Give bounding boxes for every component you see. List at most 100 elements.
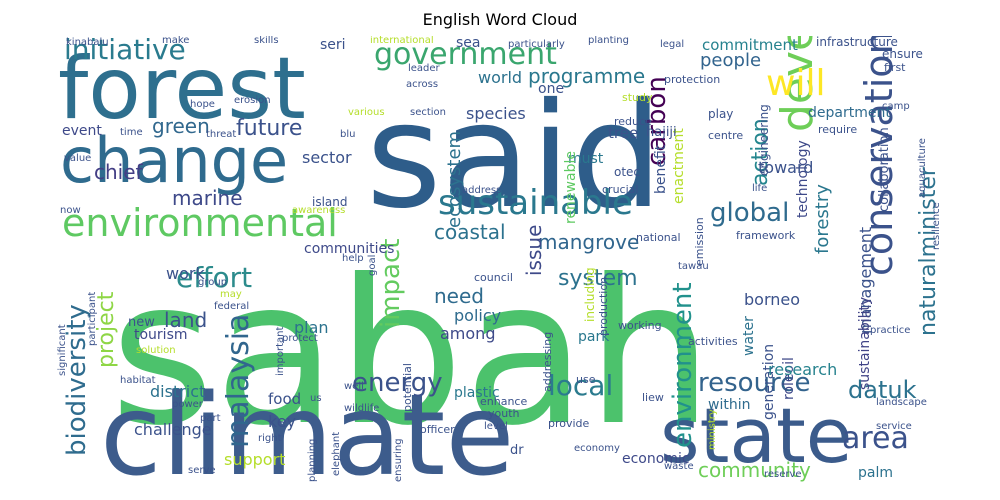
word: planting — [588, 36, 629, 46]
word: challenge — [134, 420, 212, 439]
word: right — [258, 433, 282, 444]
word: level — [484, 421, 508, 432]
word: mangrove — [538, 230, 640, 254]
word: now — [60, 205, 81, 216]
word: us — [310, 393, 322, 404]
word: people — [700, 50, 762, 71]
word: issue — [522, 224, 546, 276]
word: protect — [282, 333, 318, 344]
word: waste — [664, 461, 694, 472]
word: sustainable — [438, 183, 633, 223]
word: technology — [795, 140, 811, 218]
word: part — [200, 413, 221, 424]
word: legal — [660, 39, 685, 50]
word: effort — [176, 261, 253, 294]
word: plastic — [454, 385, 500, 401]
word: hajiji — [646, 125, 677, 140]
word: addressing — [541, 331, 554, 392]
word: emission — [693, 217, 706, 266]
word: district — [150, 382, 206, 401]
word: system — [558, 266, 638, 291]
word: significant — [57, 324, 68, 376]
word: engineering — [757, 104, 771, 176]
word: change — [60, 124, 289, 197]
word: wildlife — [344, 403, 380, 414]
word: forest — [58, 39, 306, 139]
word: economic — [622, 451, 690, 467]
word: address — [462, 185, 502, 196]
word: help — [342, 253, 364, 264]
word: particularly — [508, 39, 565, 50]
word: resilience — [931, 202, 942, 250]
word: first — [884, 61, 906, 74]
word: section — [410, 107, 447, 118]
word: palm — [858, 465, 893, 481]
word: production — [597, 276, 610, 336]
word: island — [312, 195, 348, 209]
word: otec — [614, 165, 641, 179]
word: tree — [608, 124, 639, 142]
word: blu — [340, 129, 356, 140]
word: programme — [528, 64, 646, 88]
word: power — [172, 399, 203, 410]
chart-title: English Word Cloud — [422, 10, 578, 29]
word: food — [268, 390, 302, 408]
word: water — [741, 316, 757, 356]
word: collaboration — [877, 127, 892, 212]
word: infrastructure — [816, 36, 898, 49]
word: erosion — [234, 95, 271, 106]
word: seri — [320, 37, 346, 53]
word: world — [478, 68, 523, 87]
word: solution — [136, 345, 176, 356]
word: federal — [214, 301, 250, 312]
word: tawau — [678, 261, 709, 272]
word: chief — [94, 160, 143, 184]
word: among — [440, 324, 496, 343]
word: initiative — [64, 36, 186, 66]
word: commitment — [702, 36, 798, 54]
word: planning — [307, 438, 318, 482]
word: make — [162, 36, 190, 46]
word: reserve — [764, 469, 802, 480]
word: new — [128, 315, 155, 330]
word: elephant — [331, 431, 342, 476]
word: resource — [698, 368, 811, 398]
word: across — [406, 79, 439, 90]
word: may — [220, 289, 242, 300]
word: study — [622, 91, 653, 104]
word: support — [224, 450, 286, 469]
word: said — [366, 72, 663, 241]
word: leader — [408, 63, 440, 74]
word: sea — [456, 36, 481, 51]
word: state — [660, 391, 853, 480]
word: protection — [664, 73, 721, 86]
word: awareness — [292, 205, 346, 216]
word: one — [538, 81, 565, 97]
word: borneo — [744, 290, 801, 309]
word: key — [268, 412, 297, 431]
word: ministry — [707, 409, 718, 450]
word: benefit — [653, 144, 669, 194]
word: forestry — [812, 184, 833, 254]
word: coastal — [434, 220, 506, 244]
word: working — [618, 319, 662, 332]
word: serve — [188, 465, 216, 476]
word: service — [876, 421, 912, 432]
word: green — [152, 114, 210, 138]
word: datuk — [848, 376, 917, 404]
word: park — [578, 329, 610, 345]
word: youth — [488, 407, 520, 420]
word: work — [166, 264, 205, 283]
word: malaysia — [221, 313, 256, 448]
word: dr — [510, 443, 524, 458]
word: generation — [761, 343, 777, 420]
word: potential — [401, 363, 414, 412]
word: within — [708, 397, 751, 413]
word: project — [94, 291, 119, 368]
word: landscape — [876, 397, 927, 408]
word: skills — [254, 36, 279, 46]
word: will — [766, 63, 826, 104]
word: activities — [688, 335, 738, 348]
word: ensuring — [393, 438, 404, 482]
word: sustainability — [857, 296, 873, 390]
